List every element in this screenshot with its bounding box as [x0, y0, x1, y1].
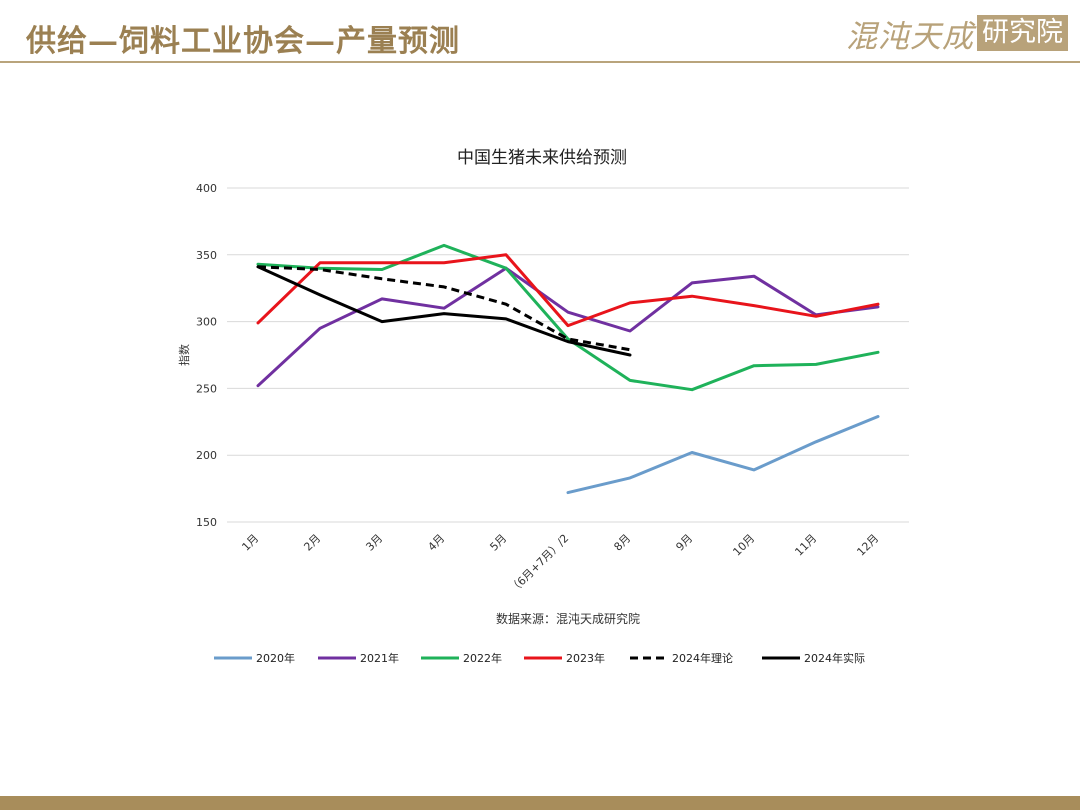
x-tick-label: 9月 [673, 532, 695, 554]
x-tick-label: 5月 [487, 532, 509, 554]
legend-label: 2023年 [566, 651, 605, 665]
legend-label: 2024年实际 [804, 651, 865, 665]
y-tick-label: 200 [196, 449, 217, 462]
x-tick-label: 2月 [301, 532, 323, 554]
series-line-1 [256, 266, 880, 388]
y-tick-label: 400 [196, 182, 217, 195]
legend-label: 2024年理论 [672, 651, 733, 665]
series-lines [256, 243, 880, 495]
brand-logo: 混沌天成 研究院 [846, 14, 1068, 55]
header-divider [0, 61, 1080, 63]
series-line-0 [566, 415, 880, 495]
legend-label: 2022年 [463, 651, 502, 665]
x-tick-label: 10月 [730, 532, 757, 559]
x-tick-labels: 1月 2月 3月 4月 5月（6月+7月）/2 8月 9月 10月 11月 12月 [239, 532, 881, 596]
y-tick-label: 300 [196, 316, 217, 329]
chart: 中国生猪未来供给预测 150 200 250 300 350 400 指数 1月 2月 3月 4… [177, 148, 909, 665]
series-line-5 [256, 265, 632, 357]
legend-label: 2021年 [360, 651, 399, 665]
footer-bar [0, 796, 1080, 810]
x-tick-label: 12月 [854, 532, 881, 559]
y-tick-label: 150 [196, 516, 217, 529]
chart-title: 中国生猪未来供给预测 [457, 148, 627, 168]
y-axis-label: 指数 [177, 344, 191, 366]
logo-box-text: 研究院 [977, 15, 1068, 51]
x-tick-label: 8月 [611, 532, 633, 554]
x-tick-label: （6月+7月）/2 [507, 532, 571, 596]
logo-main-text: 混沌天成 [846, 18, 974, 55]
series-line-3 [256, 253, 880, 328]
x-tick-label: 11月 [792, 532, 819, 559]
series-line-2 [256, 243, 880, 392]
series-line-4 [257, 265, 631, 352]
grid-lines [227, 187, 909, 523]
y-tick-labels: 150 200 250 300 350 400 [196, 182, 217, 529]
y-tick-label: 250 [196, 382, 217, 395]
legend-label: 2020年 [256, 651, 295, 665]
x-tick-label: 3月 [363, 532, 385, 554]
x-tick-label: 4月 [425, 532, 447, 554]
x-tick-label: 1月 [239, 532, 261, 554]
y-tick-label: 350 [196, 249, 217, 262]
page-title: 供给—饲料工业协会—产量预测 [26, 24, 460, 59]
source-note: 数据来源：混沌天成研究院 [496, 611, 640, 626]
legend: 2020年 2021年 2022年 2023年 2024年理论 2024年实际 [214, 651, 865, 665]
